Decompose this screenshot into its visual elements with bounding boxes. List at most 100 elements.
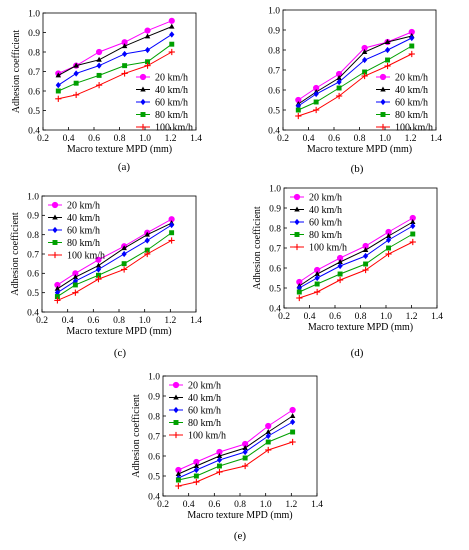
data-point [385,236,392,244]
y-tick-label: 1.0 [268,6,280,16]
y-tick-label: 0.9 [28,29,40,39]
data-point [242,445,248,450]
panel-caption: (e) [234,530,247,542]
data-point [410,219,416,224]
data-point [95,262,102,268]
legend: 20 km/h40 km/h 60 km/h80 km/h 100 km/h [290,193,347,254]
data-point [384,39,391,44]
data-point [242,462,249,470]
data-point [290,418,296,426]
y-tick-label: 0.6 [148,452,160,462]
data-point [295,107,301,113]
data-point [144,250,151,258]
x-tick-label: 0.6 [328,134,340,144]
series-line [178,421,293,479]
data-point [73,62,79,68]
x-tick-label: 0.6 [329,312,341,322]
data-point [216,453,223,458]
legend-label: 40 km/h [67,213,100,224]
legend-marker [380,112,386,117]
x-tick-label: 0.4 [304,312,316,322]
data-point [265,432,271,440]
legend-entry: 60 km/h [48,226,100,237]
data-point [335,92,343,100]
data-point [73,70,79,77]
legend-entry: 40 km/h [376,85,428,96]
data-point [96,62,102,69]
y-tick-label: 0.4 [27,308,39,318]
plot-frame [41,195,197,313]
series-line [57,240,172,301]
data-point [363,252,369,260]
data-point [363,261,369,267]
x-tick-label: 1.2 [164,316,176,326]
legend-entry: 20 km/h [376,73,428,84]
data-point [296,294,303,302]
legend-marker [294,206,300,212]
data-point [336,75,342,80]
x-tick-label: 0.8 [355,312,367,322]
x-tick-label: 1.4 [311,500,323,510]
data-point [122,50,128,58]
data-point [313,99,319,105]
x-tick-label: 0.8 [354,134,366,144]
panel-caption: (b) [351,163,364,175]
data-point [408,50,415,58]
x-tick-label: 0.8 [234,500,246,510]
legend-label: 100 km/h [309,243,347,254]
y-axis-label: Adhesion coefficient [131,394,142,478]
y-tick-label: 1.0 [269,184,281,194]
data-point [96,72,102,78]
data-point [95,272,101,278]
legend-marker [293,193,301,201]
legend-label: 100 km/h [395,123,433,134]
y-tick-label: 0.7 [269,244,281,254]
legend-marker [380,98,386,106]
x-axis-label: Macro texture MPD (mm) [307,144,412,155]
legend-entry: 60 km/h [136,98,188,109]
series-line [298,45,413,111]
legend-marker [172,431,180,439]
legend-entry: 80 km/h [136,110,188,121]
legend-label: 40 km/h [155,85,188,96]
data-point [95,266,102,273]
data-point [242,455,248,461]
data-point [169,31,175,38]
series-line [299,217,414,283]
x-tick-label: 1.4 [430,134,442,144]
legend-entry: 80 km/h [376,110,428,121]
legend-label: 80 km/h [395,110,428,121]
series-line [58,51,173,100]
data-point [296,289,302,295]
x-tick-label: 1.2 [406,312,418,322]
legend-label: 80 km/h [67,238,100,249]
x-tick-label: 1.0 [139,316,151,326]
x-tick-label: 0.2 [36,316,48,326]
data-point [409,43,415,49]
series-60-km-h [55,31,175,89]
legend-entry: 100 km/h [136,123,193,134]
data-point [336,85,342,91]
x-tick-label: 1.2 [285,500,297,510]
x-tick-label: 1.0 [379,134,391,144]
y-tick-label: 0.7 [268,66,280,76]
legend-marker [380,86,386,92]
y-tick-label: 1.0 [28,9,40,19]
legend-label: 40 km/h [309,205,342,216]
y-tick-label: 0.6 [27,270,39,280]
x-tick-label: 0.4 [62,316,74,326]
legend-entry: 80 km/h [169,418,221,429]
y-tick-label: 0.8 [269,224,281,234]
legend-label: 60 km/h [188,406,221,417]
y-axis-label: Adhesion coefficient [11,30,22,114]
legend-label: 40 km/h [395,85,428,96]
data-point [121,43,128,49]
legend-entry: 100 km/h [169,431,226,442]
y-tick-label: 1.0 [148,372,160,382]
y-tick-label: 0.7 [28,68,40,78]
legend-label: 20 km/h [155,73,188,84]
legend-marker [139,73,147,81]
x-tick-label: 1.0 [139,134,151,144]
series-line [58,34,173,86]
data-point [54,294,60,300]
